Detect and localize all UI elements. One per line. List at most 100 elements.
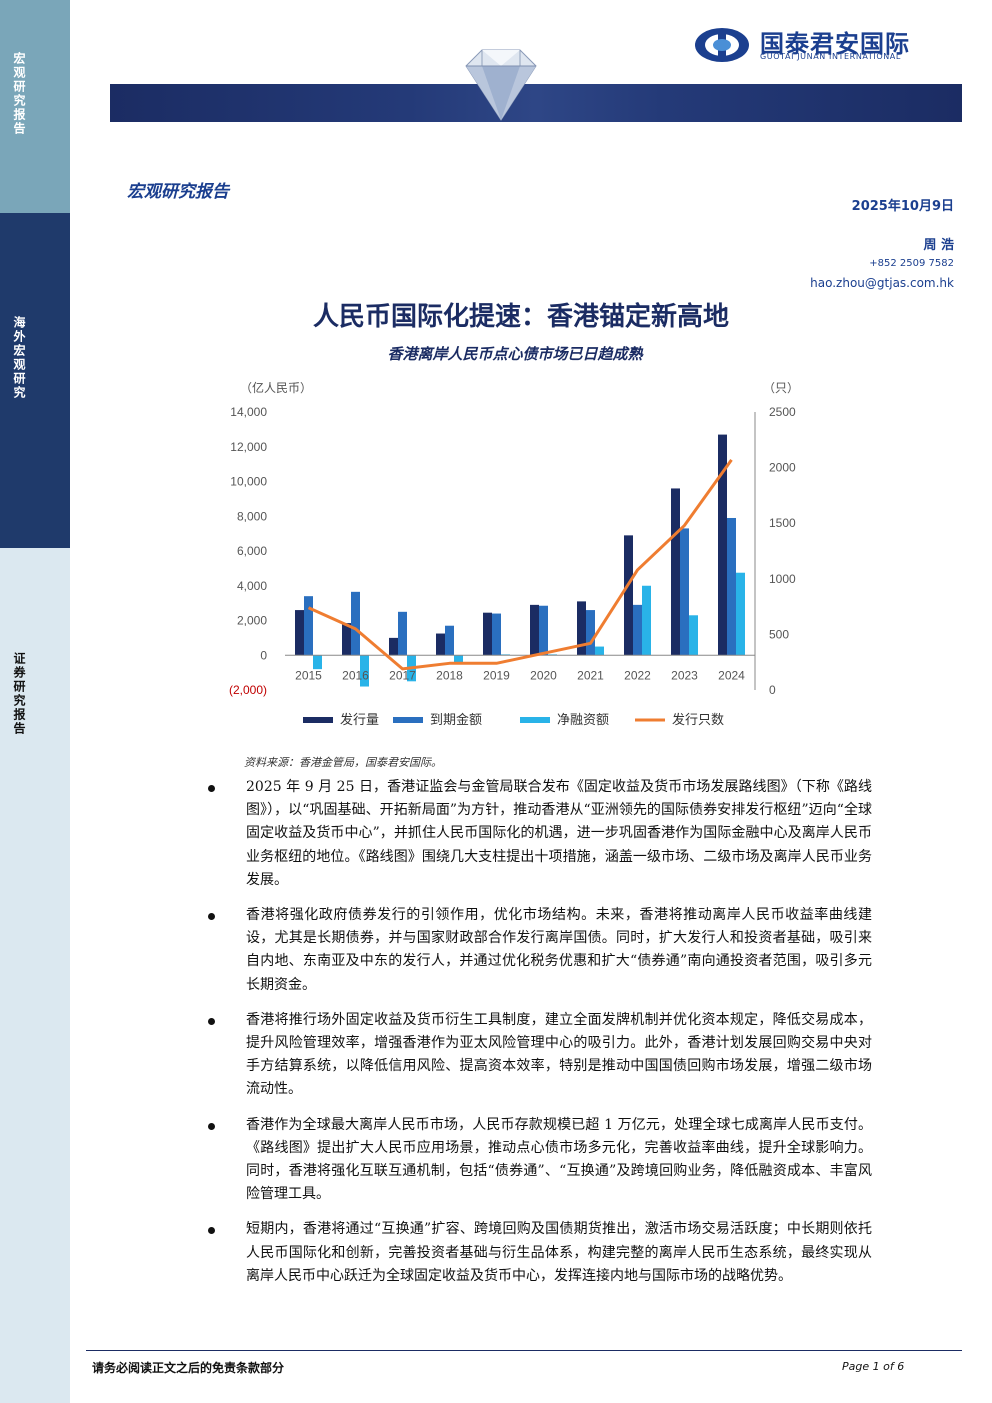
legend-swatch	[393, 717, 423, 723]
report-subtitle: 香港离岸人民币点心债市场已日趋成熟	[387, 345, 643, 363]
bullet-text: 香港将推行场外固定收益及货币衍生工具制度，建立全面发牌机制并优化资本规定，降低交…	[246, 1011, 872, 1098]
bullet-dot	[208, 913, 215, 921]
y-left-tick-label: 10,000	[230, 475, 267, 489]
legend-swatch	[520, 717, 550, 723]
bar-3-2021	[595, 646, 604, 656]
y-right-tick-label: 2000	[769, 461, 796, 475]
x-tick-label: 2015	[295, 668, 322, 682]
bar-3-2015	[313, 655, 322, 670]
footer-disclaimer[interactable]: 请务必阅读正文之后的免责条款部分	[92, 1361, 285, 1375]
y-left-unit-label: （亿人民币）	[240, 380, 312, 395]
logo-name-en: GUOTAI JUNAN INTERNATIONAL	[760, 52, 901, 61]
y-left-tick-label: 12,000	[230, 440, 267, 454]
line-发行只数	[307, 458, 733, 671]
sidebar-label-report-type: 宏观研究报告	[12, 52, 26, 136]
bar-1-2018	[436, 633, 445, 656]
x-tick-label: 2024	[718, 668, 745, 682]
sidebar-label-category: 海外宏观研究	[12, 316, 26, 400]
y-left-tick-label: (2,000)	[229, 683, 267, 697]
y-right-unit-label: （只）	[763, 381, 799, 395]
bullet-item: 短期内，香港将通过“互换通”扩容、跨境回购及国债期货推出，激活市场交易活跃度；中…	[200, 1218, 872, 1288]
author-email[interactable]: hao.zhou@gtjas.com.hk	[810, 276, 954, 290]
x-tick-label: 2021	[577, 668, 604, 682]
bar-2-2015	[304, 596, 313, 656]
y-right-tick-label: 500	[769, 627, 789, 641]
bar-3-2023	[689, 615, 698, 656]
bullet-list: 2025 年 9 月 25 日，香港证监会与金管局联合发布《固定收益及货币市场发…	[200, 776, 872, 1300]
bar-1-2015	[295, 610, 304, 656]
bar-1-2024	[718, 434, 727, 656]
bar-1-2021	[577, 601, 586, 656]
bullet-dot	[208, 785, 215, 792]
author-name: 周 浩	[923, 238, 954, 253]
bar-2-2017	[398, 611, 407, 656]
header-banner	[110, 84, 962, 122]
chart-source-note: 资料来源：香港金管局，国泰君安国际。	[244, 756, 442, 769]
bar-3-2016	[360, 655, 369, 687]
sidebar-label-securities: 证券研究报告	[12, 652, 26, 736]
report-date: 2025年10月9日	[851, 199, 954, 214]
bar-3-2022	[642, 585, 651, 656]
y-left-tick-label: 4,000	[237, 579, 267, 593]
x-tick-label: 2020	[530, 668, 557, 682]
bar-3-2018	[454, 655, 463, 664]
bullet-dot	[208, 1017, 215, 1025]
bullet-item: 香港将强化政府债券发行的引领作用，优化市场结构。未来，香港将推动离岸人民币收益率…	[200, 904, 872, 997]
company-logo: 国泰君安国际 GUOTAI JUNAN INTERNATIONAL	[694, 24, 954, 66]
x-tick-group: 2015 2016 2017 2018 2019 2020 2021 2022 2023 2024	[295, 668, 745, 682]
page-number: Page 1 of 6	[842, 1360, 905, 1373]
y-right-tick-group: 0 500 1000 1500 2000 2500	[769, 405, 796, 697]
bar-1-2020	[530, 604, 539, 656]
y-left-tick-label: 6,000	[237, 544, 267, 558]
bullet-dot	[208, 1122, 215, 1130]
line-series-group	[307, 458, 733, 671]
bar-1-2016	[342, 623, 351, 656]
dim-sum-bond-chart: （亿人民币） （只） (2,000) 0 2,000 4,000 6,000 8,000 1…	[229, 380, 799, 727]
report-title: 人民币国际化提速：香港锚定新高地	[312, 302, 729, 332]
bar-2-2021	[586, 610, 595, 656]
legend-label: 净融资额	[557, 712, 609, 727]
bullet-text: 短期内，香港将通过“互换通”扩容、跨境回购及国债期货推出，激活市场交易活跃度；中…	[246, 1221, 872, 1284]
diamond-icon	[465, 49, 537, 121]
x-tick-label: 2017	[389, 668, 416, 682]
y-right-tick-label: 1500	[769, 516, 796, 530]
y-right-tick-label: 1000	[769, 572, 796, 586]
logo-name-cn: 国泰君安国际	[760, 30, 910, 58]
x-tick-label: 2016	[342, 668, 369, 682]
bar-2-2023	[680, 528, 689, 656]
y-left-tick-label: 0	[260, 648, 267, 662]
legend-label: 到期金额	[430, 712, 482, 727]
bar-2-2020	[539, 605, 548, 656]
bullet-text: 香港将强化政府债券发行的引领作用，优化市场结构。未来，香港将推动离岸人民币收益率…	[246, 907, 872, 993]
legend-label: 发行只数	[672, 712, 724, 727]
bar-3-2024	[736, 572, 745, 656]
bar-1-2022	[624, 535, 633, 656]
bullet-item: 2025 年 9 月 25 日，香港证监会与金管局联合发布《固定收益及货币市场发…	[200, 776, 872, 892]
author-phone: +852 2509 7582	[869, 258, 954, 269]
y-left-tick-label: 2,000	[237, 614, 267, 628]
y-right-tick-label: 0	[769, 683, 776, 697]
x-tick-label: 2018	[436, 668, 463, 682]
y-right-tick-label: 2500	[769, 405, 796, 419]
footer-divider	[86, 1350, 962, 1351]
bar-2-2022	[633, 604, 642, 656]
x-tick-label: 2019	[483, 668, 510, 682]
bar-1-2019	[483, 612, 492, 656]
bullet-item: 香港作为全球最大离岸人民币市场，人民币存款规模已超 1 万亿元，处理全球七成离岸…	[200, 1114, 872, 1207]
x-tick-label: 2022	[624, 668, 651, 682]
bar-2-2016	[351, 591, 360, 656]
y-left-tick-group: (2,000) 0 2,000 4,000 6,000 8,000 10,000 12,000…	[229, 405, 267, 697]
sidebar-bottom-band	[0, 548, 70, 1403]
bullet-item: 香港将推行场外固定收益及货币衍生工具制度，建立全面发牌机制并优化资本规定，降低交…	[200, 1009, 872, 1102]
bar-2-2018	[445, 625, 454, 656]
legend-label: 发行量	[340, 712, 379, 727]
sidebar-top-band	[0, 0, 70, 213]
bar-2-2019	[492, 613, 501, 656]
y-left-tick-label: 14,000	[230, 405, 267, 419]
bullet-dot	[208, 1227, 215, 1235]
bullet-text: 香港作为全球最大离岸人民币市场，人民币存款规模已超 1 万亿元，处理全球七成离岸…	[246, 1116, 872, 1203]
x-tick-label: 2023	[671, 668, 698, 682]
y-left-tick-label: 8,000	[237, 509, 267, 523]
report-type-label: 宏观研究报告	[127, 182, 229, 202]
sidebar-mid-band	[0, 213, 70, 548]
